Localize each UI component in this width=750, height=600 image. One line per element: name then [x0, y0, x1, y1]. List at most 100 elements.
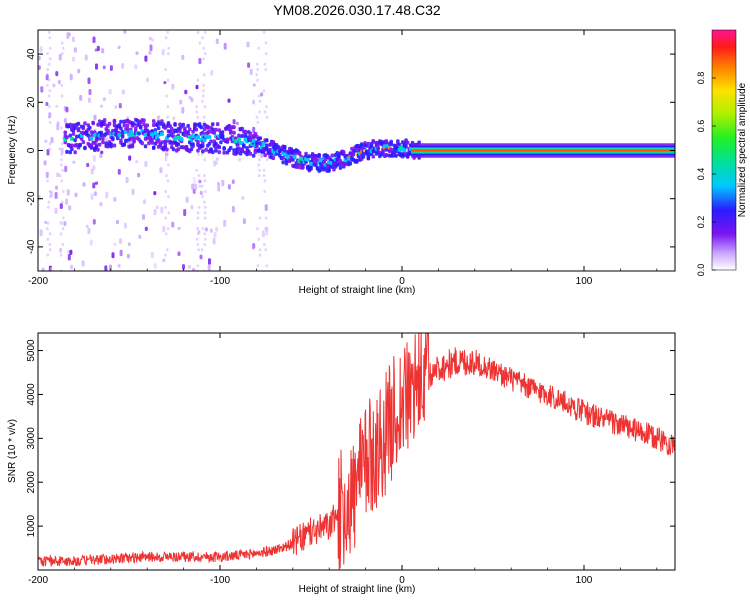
heatmap-cell [113, 197, 117, 202]
heatmap-cell [211, 122, 215, 127]
heatmap-cell [38, 56, 41, 61]
spectrogram-xtick-label: 0 [399, 276, 405, 287]
heatmap-cell [60, 152, 63, 156]
heatmap-cell [245, 146, 249, 151]
heatmap-cell [43, 160, 47, 166]
snr-series-line [38, 333, 675, 570]
heatmap-cell [362, 160, 366, 164]
heatmap-cell [92, 36, 96, 44]
heatmap-cell [59, 232, 63, 236]
heatmap-cell [126, 253, 130, 259]
heatmap-cell [222, 150, 226, 155]
heatmap-cell [264, 204, 268, 211]
snr-panel: -200 -100 0 100 1000 2000 3000 4000 5000 Height… [7, 332, 676, 595]
heatmap-cell [188, 264, 191, 269]
heatmap-cell [232, 125, 236, 130]
heatmap-cell [49, 195, 52, 199]
heatmap-cell [155, 205, 159, 210]
heatmap-cell [351, 152, 356, 157]
heatmap-cell [166, 179, 170, 183]
heatmap-cell [117, 45, 121, 49]
heatmap-cell [198, 41, 202, 45]
heatmap-cell [123, 30, 127, 34]
heatmap-cell [142, 214, 145, 220]
heatmap-cell [84, 193, 88, 199]
heatmap-cell [190, 97, 194, 103]
heatmap-cell [199, 125, 203, 130]
heatmap-cell [235, 121, 239, 126]
heatmap-cell [204, 134, 209, 139]
heatmap-cell [198, 184, 202, 188]
heatmap-cell [46, 253, 49, 257]
heatmap-cell [138, 125, 143, 130]
heatmap-cell [171, 221, 175, 228]
heatmap-cell [81, 140, 86, 145]
heatmap-cell [212, 237, 216, 245]
heatmap-cell [144, 55, 148, 62]
heatmap-cell [58, 53, 62, 61]
spectrogram-ytick-label: -40 [26, 239, 37, 254]
heatmap-cell [197, 232, 200, 236]
heatmap-cell [47, 115, 51, 119]
heatmap-cell [97, 136, 102, 141]
heatmap-cell [78, 143, 82, 148]
heatmap-cell [68, 171, 72, 177]
heatmap-cell [162, 226, 166, 233]
heatmap-cell [304, 147, 308, 151]
heatmap-cell [125, 249, 129, 254]
heatmap-cell [167, 211, 171, 215]
heatmap-cell [81, 260, 85, 267]
heatmap-cell [222, 146, 226, 151]
heatmap-cell [130, 49, 134, 57]
heatmap-cell [202, 46, 205, 50]
heatmap-cell [203, 174, 206, 178]
heatmap-cell [148, 51, 152, 55]
heatmap-cell [60, 126, 63, 130]
heatmap-cell [140, 141, 144, 146]
heatmap-cell [46, 83, 49, 87]
heatmap-cell [130, 143, 135, 148]
heatmap-cell [232, 130, 236, 135]
heatmap-cell [199, 254, 203, 260]
heatmap-cell [89, 239, 93, 246]
heatmap-cell [231, 179, 235, 184]
heatmap-cell [61, 200, 64, 204]
heatmap-cell [63, 221, 67, 226]
heatmap-cell [197, 205, 201, 209]
heatmap-cell [153, 209, 157, 216]
heatmap-cell [167, 195, 170, 199]
heatmap-cell [79, 95, 83, 101]
heatmap-cell [181, 54, 185, 60]
heatmap-cell [315, 189, 319, 192]
heatmap-cell [47, 205, 50, 209]
heatmap-cell [252, 83, 256, 87]
heatmap-cell [101, 140, 105, 145]
heatmap-cell [121, 89, 125, 95]
heatmap-cell [119, 119, 123, 124]
heatmap-cell [54, 192, 58, 199]
heatmap-cell [202, 89, 205, 93]
heatmap-cell [167, 163, 170, 167]
heatmap-cell [128, 64, 132, 71]
heatmap-cell [281, 160, 285, 165]
heatmap-cell [107, 121, 112, 126]
heatmap-cell [64, 165, 68, 173]
heatmap-cell [95, 63, 98, 70]
heatmap-cell [281, 155, 285, 160]
heatmap-cell [46, 73, 49, 77]
heatmap-cell [296, 173, 300, 176]
colorbar-gradient [712, 30, 736, 270]
heatmap-cell [404, 144, 408, 149]
heatmap-cell [164, 190, 167, 193]
heatmap-cell [251, 153, 256, 158]
heatmap-cell [80, 177, 84, 183]
colorbar-tick-label: 0.6 [696, 120, 706, 133]
heatmap-cell [274, 162, 278, 166]
heatmap-cell [263, 179, 267, 183]
heatmap-cell [256, 68, 259, 71]
heatmap-cell [179, 99, 183, 105]
heatmap-cell [60, 158, 63, 162]
heatmap-cell [73, 47, 77, 53]
heatmap-cell [69, 73, 73, 81]
heatmap-cell [243, 129, 248, 134]
